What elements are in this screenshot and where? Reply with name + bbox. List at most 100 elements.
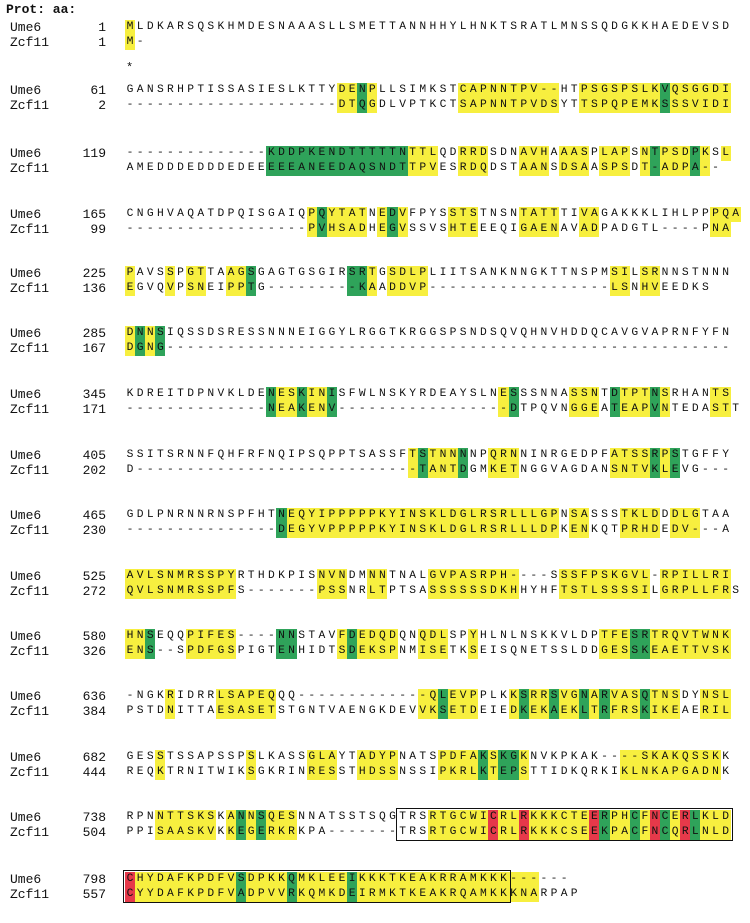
residue: - (318, 690, 326, 702)
residue: G (257, 282, 265, 294)
residue: A (609, 146, 620, 161)
residue: T (690, 644, 701, 659)
residue: - (722, 464, 729, 476)
residue: E (490, 223, 497, 235)
residue: R (619, 704, 630, 719)
residue: G (136, 282, 144, 294)
residue: N (520, 449, 528, 461)
residue: K (659, 704, 671, 719)
residue: N (145, 326, 156, 341)
residue: H (540, 585, 548, 597)
residue: R (528, 689, 539, 704)
residue: N (649, 825, 660, 840)
residue: A (136, 84, 144, 96)
residue: K (560, 524, 568, 536)
residue: S (579, 387, 590, 402)
residue: N (530, 751, 538, 763)
residue: N (538, 161, 549, 176)
residue: S (619, 281, 630, 296)
residue: P (367, 523, 378, 538)
residue: C (488, 810, 499, 825)
residue: Y (306, 508, 317, 523)
residue: I (328, 267, 336, 279)
residue: L (136, 21, 144, 33)
residue: E (609, 644, 620, 659)
residue: - (167, 342, 174, 354)
residue: F (247, 509, 255, 521)
residue: Q (510, 645, 517, 657)
residue: D (670, 508, 681, 523)
residue: T (732, 403, 740, 415)
residue: H (479, 630, 487, 642)
residue: K (629, 508, 640, 523)
residue: E (326, 161, 337, 176)
residue: - (288, 282, 295, 294)
residue: D (336, 98, 348, 113)
residue: S (185, 281, 196, 296)
residue: E (215, 629, 226, 644)
residue: - (298, 690, 306, 702)
residue: E (498, 765, 509, 780)
residue: H (357, 765, 368, 780)
residue: S (155, 326, 166, 341)
residue: D (479, 327, 487, 339)
residue: P (185, 644, 196, 659)
residue: S (500, 645, 507, 657)
residue: A (619, 689, 630, 704)
residue: N (288, 327, 295, 339)
residue: E (629, 98, 640, 113)
residue: S (286, 810, 297, 825)
residue: L (518, 508, 529, 523)
alignment-row: Zcf11 504 P P I S A A S K V K K E G E R K R K P A - - - - - - - T R S R T… (0, 825, 750, 840)
residue: Y (326, 207, 337, 222)
residue: - (409, 403, 417, 415)
residue: N (490, 388, 497, 400)
residue: - (540, 282, 548, 294)
residue: E (691, 705, 699, 717)
residue: L (316, 750, 327, 765)
residue: N (306, 161, 317, 176)
residue: R (266, 825, 277, 840)
residue: I (146, 826, 154, 838)
residue: - (328, 464, 336, 476)
residue: T (417, 146, 428, 161)
residue: K (296, 387, 307, 402)
residue: F (550, 585, 558, 597)
residue: G (560, 449, 568, 461)
residue: S (419, 826, 427, 838)
residue: P (246, 689, 257, 704)
residue: - (358, 342, 366, 354)
residue: S (599, 569, 610, 584)
residue: - (540, 570, 548, 582)
residue: R (659, 569, 671, 584)
residue: G (146, 208, 154, 220)
residue: - (399, 403, 406, 415)
residue: D (156, 162, 164, 174)
residue: Q (488, 448, 499, 463)
residue: E (479, 705, 487, 717)
residue: G (619, 569, 630, 584)
residue: P (326, 508, 337, 523)
residue: - (429, 342, 437, 354)
residue: A (288, 21, 295, 33)
residue: K (427, 523, 438, 538)
residue: P (518, 98, 529, 113)
residue: S (680, 98, 691, 113)
residue: H (298, 645, 306, 657)
residue: Q (417, 629, 428, 644)
residue: K (649, 750, 660, 765)
conservation-star: * (126, 61, 134, 75)
residue: A (690, 765, 701, 780)
residue: K (570, 766, 578, 778)
residue: R (448, 887, 459, 902)
residue: D (367, 750, 378, 765)
residue: A (530, 21, 538, 33)
residue: A (661, 21, 669, 33)
residue: G (621, 21, 629, 33)
residue: D (621, 223, 629, 235)
residue: E (479, 645, 487, 657)
residue-number: 272 (82, 584, 106, 599)
residue: S (225, 644, 237, 659)
